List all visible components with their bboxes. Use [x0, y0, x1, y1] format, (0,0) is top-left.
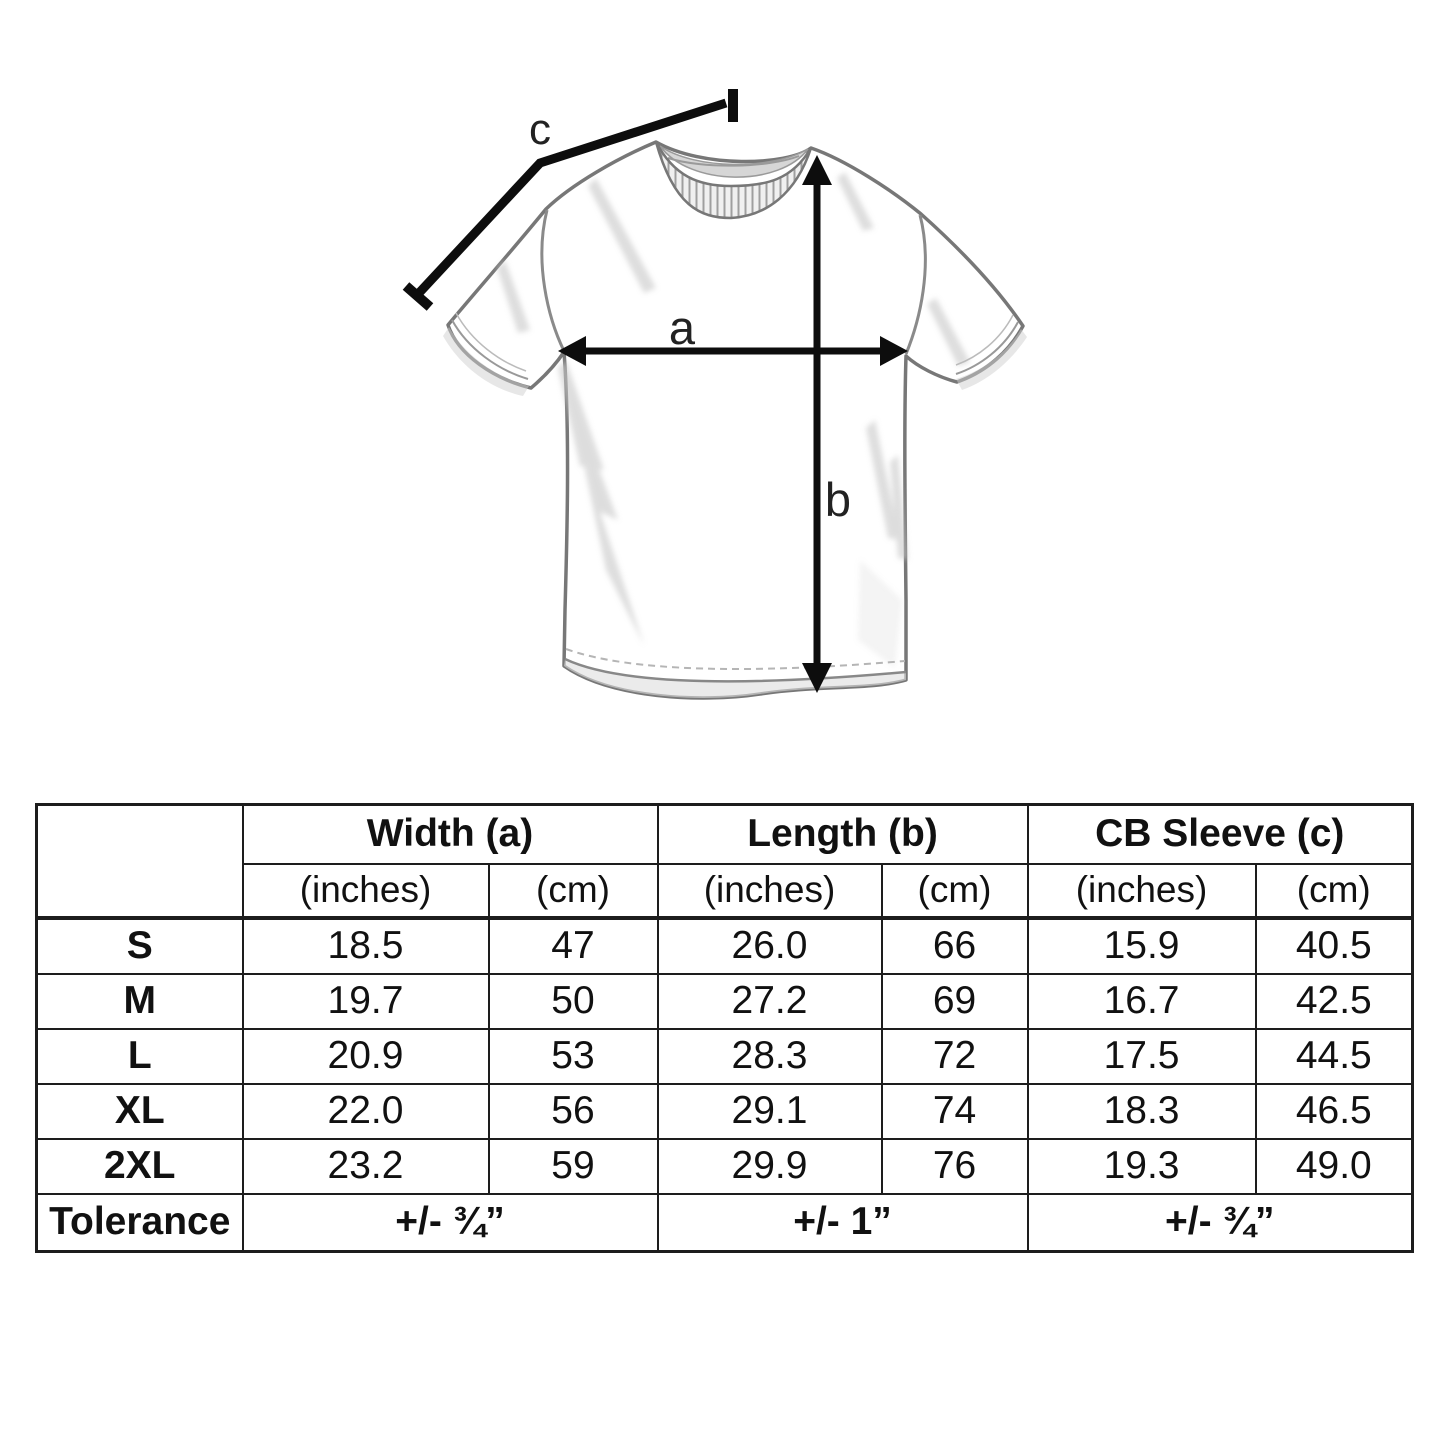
collar-rib-band — [654, 141, 813, 220]
tshirt-measurement-diagram: a b c — [402, 89, 1027, 700]
collar-inner-neck — [659, 145, 809, 178]
unit-header: (inches) — [241, 863, 490, 920]
value-cell: 27.2 — [656, 973, 883, 1030]
unit-header-row: (inches) (cm) (inches) (cm) (inches) (cm… — [37, 863, 1414, 920]
column-group-length: Length (b) — [656, 803, 1029, 865]
value-cell: 17.5 — [1026, 1028, 1257, 1085]
value-cell: 28.3 — [656, 1028, 883, 1085]
arrowhead-down-icon — [802, 663, 832, 693]
unit-header: (cm) — [880, 863, 1029, 920]
value-cell: 76 — [880, 1138, 1029, 1195]
size-label: M — [35, 973, 244, 1030]
value-cell: 47 — [487, 917, 659, 975]
sleeve-cuff-stitching — [443, 312, 1027, 396]
value-cell: 19.3 — [1026, 1138, 1257, 1195]
value-cell: 15.9 — [1026, 917, 1257, 975]
tolerance-row: Tolerance +/- ¾” +/- 1” +/- ¾” — [35, 1193, 1414, 1253]
size-row-l: L 20.9 53 28.3 72 17.5 44.5 — [35, 1028, 1414, 1085]
tolerance-cb-sleeve: +/- ¾” — [1026, 1193, 1414, 1253]
tick-bottom-icon — [402, 282, 434, 311]
tshirt-drawing — [443, 140, 1027, 700]
unit-header: (cm) — [487, 863, 659, 920]
left-armhole-seam — [540, 209, 566, 352]
right-armhole-seam — [904, 214, 927, 355]
value-cell: 46.5 — [1254, 1083, 1414, 1140]
size-row-m: M 19.7 50 27.2 69 16.7 42.5 — [35, 973, 1414, 1030]
measure-label-a: a — [669, 301, 696, 354]
unit-header: (inches) — [1026, 863, 1257, 920]
tolerance-length: +/- 1” — [656, 1193, 1029, 1253]
arrowhead-left-icon — [558, 336, 586, 366]
bottom-hem — [564, 648, 907, 698]
value-cell: 69 — [880, 973, 1029, 1030]
column-group-width: Width (a) — [241, 803, 659, 865]
arrowhead-up-icon — [802, 155, 832, 185]
size-row-s: S 18.5 47 26.0 66 15.9 40.5 — [35, 917, 1414, 975]
value-cell: 42.5 — [1254, 973, 1414, 1030]
value-cell: 40.5 — [1254, 917, 1414, 975]
fabric-shading — [497, 172, 970, 668]
measure-arrow-b — [802, 155, 832, 693]
tolerance-width: +/- ¾” — [241, 1193, 659, 1253]
value-cell: 66 — [880, 917, 1029, 975]
value-cell: 49.0 — [1254, 1138, 1414, 1195]
size-label: 2XL — [35, 1138, 244, 1195]
value-cell: 22.0 — [241, 1083, 490, 1140]
size-row-2xl: 2XL 23.2 59 29.9 76 19.3 49.0 — [35, 1138, 1414, 1195]
size-chart-table: Width (a) Length (b) CB Sleeve (c) (inch… — [35, 803, 1415, 1253]
measure-label-c: c — [529, 105, 551, 154]
size-label: L — [35, 1028, 244, 1085]
arrowhead-right-icon — [880, 336, 908, 366]
value-cell: 16.7 — [1026, 973, 1257, 1030]
value-cell: 44.5 — [1254, 1028, 1414, 1085]
value-cell: 29.9 — [656, 1138, 883, 1195]
size-label: XL — [35, 1083, 244, 1140]
value-cell: 20.9 — [241, 1028, 490, 1085]
group-header-row: Width (a) Length (b) CB Sleeve (c) — [35, 803, 1414, 920]
ribbed-collar — [654, 141, 813, 220]
column-group-cb-sleeve: CB Sleeve (c) — [1026, 803, 1414, 865]
value-cell: 56 — [487, 1083, 659, 1140]
value-cell: 72 — [880, 1028, 1029, 1085]
collar-back-seam — [667, 155, 800, 167]
value-cell: 29.1 — [656, 1083, 883, 1140]
tolerance-label: Tolerance — [35, 1193, 244, 1253]
value-cell: 18.3 — [1026, 1083, 1257, 1140]
value-cell: 53 — [487, 1028, 659, 1085]
unit-header: (inches) — [656, 863, 883, 920]
measure-line-c — [402, 89, 738, 311]
corner-cell — [35, 803, 244, 920]
tshirt-body-outline — [446, 140, 1025, 700]
unit-header: (cm) — [1254, 863, 1414, 920]
value-cell: 50 — [487, 973, 659, 1030]
measure-label-b: b — [825, 473, 851, 526]
size-row-xl: XL 22.0 56 29.1 74 18.3 46.5 — [35, 1083, 1414, 1140]
value-cell: 26.0 — [656, 917, 883, 975]
size-label: S — [35, 917, 244, 975]
measure-arrow-a — [558, 336, 908, 366]
value-cell: 18.5 — [241, 917, 490, 975]
value-cell: 23.2 — [241, 1138, 490, 1195]
value-cell: 59 — [487, 1138, 659, 1195]
value-cell: 74 — [880, 1083, 1029, 1140]
value-cell: 19.7 — [241, 973, 490, 1030]
